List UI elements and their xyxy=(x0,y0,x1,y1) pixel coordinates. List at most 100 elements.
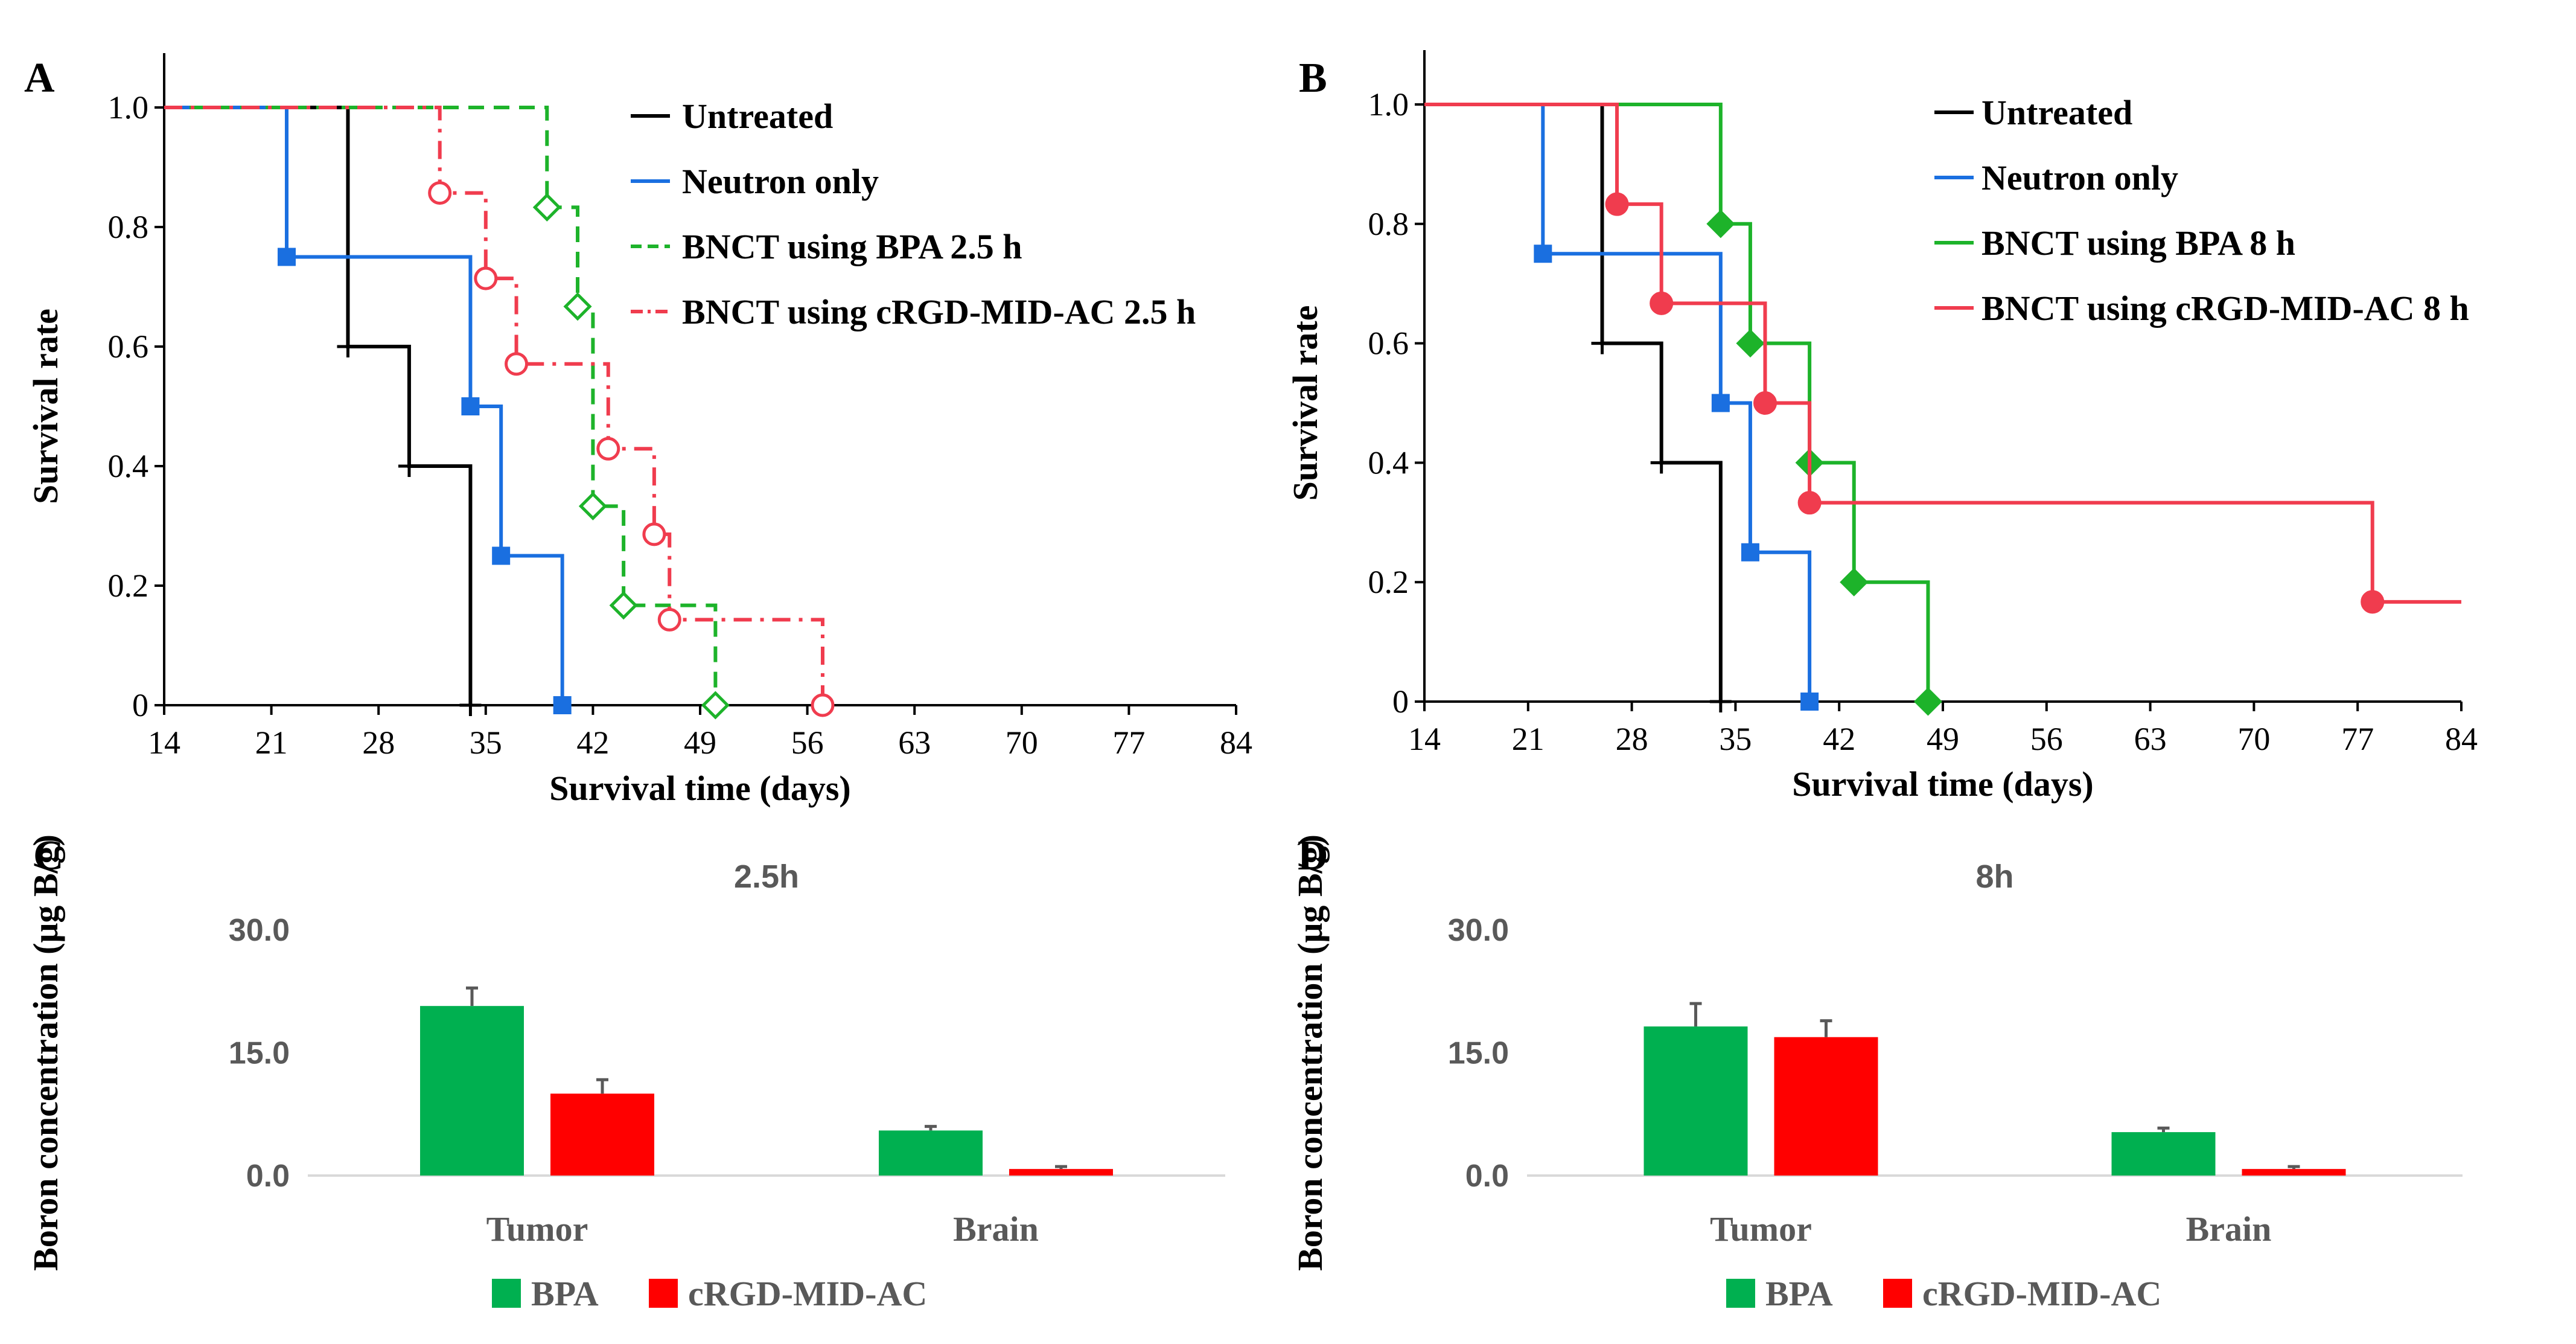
event-marker xyxy=(811,693,835,717)
x-tick-label: 21 xyxy=(1512,721,1545,757)
panel-d-boron-bar-chart: D 8h Boron concentration (μg B/g) 0.0 15.0 30… xyxy=(1290,833,2463,1313)
category-label: Brain xyxy=(2186,1209,2272,1249)
y-tick-label: 0.6 xyxy=(108,328,149,365)
x-tick-label: 77 xyxy=(2341,721,2374,757)
x-tick-label: 28 xyxy=(362,725,395,761)
event-marker xyxy=(1913,687,1942,716)
x-axis-title: Survival time (days) xyxy=(549,769,850,808)
censor-marker xyxy=(398,455,420,477)
legend-label: BNCT using cRGD-MID-AC 8 h xyxy=(1981,289,2469,328)
y-tick-label: 0 xyxy=(1392,683,1409,720)
event-marker xyxy=(1711,394,1730,412)
error-bar xyxy=(2287,1165,2300,1170)
panel-letter: B xyxy=(1299,55,1327,101)
x-axis-title: Survival time (days) xyxy=(1792,764,2093,804)
legend-label: BPA xyxy=(531,1274,599,1313)
event-marker xyxy=(1840,568,1869,597)
category-label: Tumor xyxy=(486,1209,588,1249)
series-line-bpa xyxy=(1424,103,1930,702)
censor-marker xyxy=(1709,691,1732,712)
x-tick-label: 42 xyxy=(1823,721,1855,757)
event-marker xyxy=(1605,192,1629,216)
bar-bar_crgd xyxy=(2242,1169,2346,1176)
event-marker xyxy=(1800,693,1819,711)
x-tick-label: 49 xyxy=(684,725,716,761)
y-tick-label: 0.8 xyxy=(108,209,149,245)
y-tick-label: 0.4 xyxy=(108,448,149,484)
x-tick-label: 56 xyxy=(2030,721,2063,757)
event-marker xyxy=(1741,543,1759,562)
legend-label: cRGD-MID-AC xyxy=(688,1274,927,1313)
event-marker xyxy=(1736,329,1765,358)
x-tick-label: 84 xyxy=(1220,725,1252,761)
y-axis-title: Boron concentration (μg B/g) xyxy=(26,834,65,1271)
event-marker xyxy=(2361,590,2385,614)
bar-bar_crgd xyxy=(1009,1169,1113,1176)
error-bar xyxy=(925,1125,937,1131)
x-tick-label: 14 xyxy=(148,725,180,761)
chart-title: 2.5h xyxy=(734,859,799,895)
x-tick-label: 42 xyxy=(576,725,609,761)
censor-marker xyxy=(1591,332,1613,354)
legend-label: BPA xyxy=(1765,1274,1833,1313)
event-marker xyxy=(1534,245,1552,263)
y-tick-label: 0 xyxy=(132,687,148,723)
series-line-untreated xyxy=(1424,103,1723,702)
series-line-crgd xyxy=(1424,103,2461,604)
event-marker xyxy=(563,292,592,321)
bar-bar_bpa xyxy=(420,1006,524,1176)
x-tick-label: 21 xyxy=(255,725,288,761)
legend-label: Untreated xyxy=(1981,93,2132,132)
panel-b-survival-chart: B 0 0.2 0.4 0.6 0.8 1.0 14 21 28 35 42 49 56 63 70 77 84 S… xyxy=(1286,50,2478,804)
error-bar xyxy=(466,986,478,1006)
event-marker xyxy=(505,352,529,376)
event-marker xyxy=(492,546,511,565)
x-tick-label: 28 xyxy=(1616,721,1648,757)
x-tick-label: 49 xyxy=(1927,721,1959,757)
panel-a-survival-chart: A 0 0.2 0.4 0.6 0.8 1.0 14 21 28 35 42 49 56 63 70 77 84 S… xyxy=(24,53,1252,808)
bar-bar_bpa xyxy=(879,1130,983,1176)
category-label: Brain xyxy=(953,1209,1039,1249)
bar-bar_crgd xyxy=(1774,1037,1878,1176)
legend-label: BNCT using cRGD-MID-AC 2.5 h xyxy=(682,292,1196,331)
error-bar xyxy=(1055,1165,1067,1170)
event-marker xyxy=(1706,210,1735,238)
category-label: Tumor xyxy=(1710,1209,1812,1249)
event-marker xyxy=(596,437,620,461)
y-tick-label: 15.0 xyxy=(229,1036,290,1071)
censor-marker xyxy=(337,336,359,357)
event-marker xyxy=(532,193,561,222)
legend-swatch xyxy=(1883,1279,1912,1308)
series-line-untreated xyxy=(164,106,473,705)
x-tick-label: 77 xyxy=(1112,725,1145,761)
error-bar xyxy=(1820,1019,1832,1037)
event-marker xyxy=(1650,291,1674,315)
legend-label: Neutron only xyxy=(1981,158,2178,197)
censor-marker xyxy=(459,694,482,716)
legend-swatch xyxy=(1726,1279,1755,1308)
event-marker xyxy=(461,397,480,415)
event-marker xyxy=(428,181,452,205)
x-tick-label: 56 xyxy=(791,725,824,761)
y-tick-label: 15.0 xyxy=(1448,1036,1509,1071)
y-tick-label: 0.2 xyxy=(1368,564,1409,600)
censor-marker xyxy=(1650,452,1672,474)
event-marker xyxy=(474,266,498,290)
y-tick-label: 0.6 xyxy=(1368,325,1409,362)
error-bar xyxy=(1689,1002,1702,1027)
event-marker xyxy=(642,522,666,546)
y-axis-title: Boron concentration (μg B/g) xyxy=(1290,834,1330,1271)
bar-bar_bpa xyxy=(2111,1132,2216,1176)
y-tick-label: 30.0 xyxy=(229,913,290,948)
panel-letter: A xyxy=(24,55,55,101)
event-marker xyxy=(553,696,572,714)
x-tick-label: 70 xyxy=(2237,721,2270,757)
y-tick-label: 0.2 xyxy=(108,568,149,604)
event-marker xyxy=(578,491,607,520)
y-axis-title: Survival rate xyxy=(26,309,65,504)
event-marker xyxy=(277,248,296,266)
legend-label: BNCT using BPA 8 h xyxy=(1981,223,2295,263)
y-tick-label: 1.0 xyxy=(1368,86,1409,123)
event-marker xyxy=(657,607,681,632)
y-tick-label: 0.8 xyxy=(1368,206,1409,242)
